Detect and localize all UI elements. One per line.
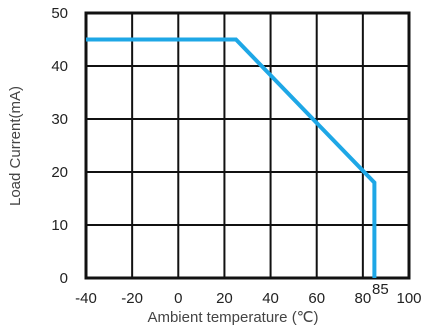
x-tick-label: 20 — [216, 290, 233, 307]
x-tick-labels: -40 -20 0 20 40 60 80 100 85 — [75, 281, 421, 307]
x-tick-label: 60 — [308, 290, 325, 307]
x-tick-label: 100 — [396, 290, 421, 307]
y-tick-label: 40 — [51, 58, 68, 75]
y-tick-label: 50 — [51, 5, 68, 22]
y-tick-label: 30 — [51, 111, 68, 128]
x-tick-label-85: 85 — [372, 281, 389, 298]
y-tick-label: 10 — [51, 217, 68, 234]
x-tick-label: 80 — [355, 290, 372, 307]
grid — [86, 13, 409, 278]
x-tick-label: 40 — [262, 290, 279, 307]
y-tick-label: 0 — [60, 270, 68, 287]
y-axis-label: Load Current(mA) — [7, 86, 24, 206]
x-tick-label: -40 — [75, 290, 97, 307]
plot-frame — [84, 11, 411, 280]
series-layer — [85, 37, 377, 279]
x-tick-label: 0 — [174, 290, 182, 307]
x-axis-label: Ambient temperature (℃) — [147, 309, 318, 326]
series-line-0 — [86, 37, 377, 278]
x-tick-label: -20 — [121, 290, 143, 307]
y-tick-label: 20 — [51, 164, 68, 181]
y-tick-labels: 0 10 20 30 40 50 — [51, 5, 68, 287]
